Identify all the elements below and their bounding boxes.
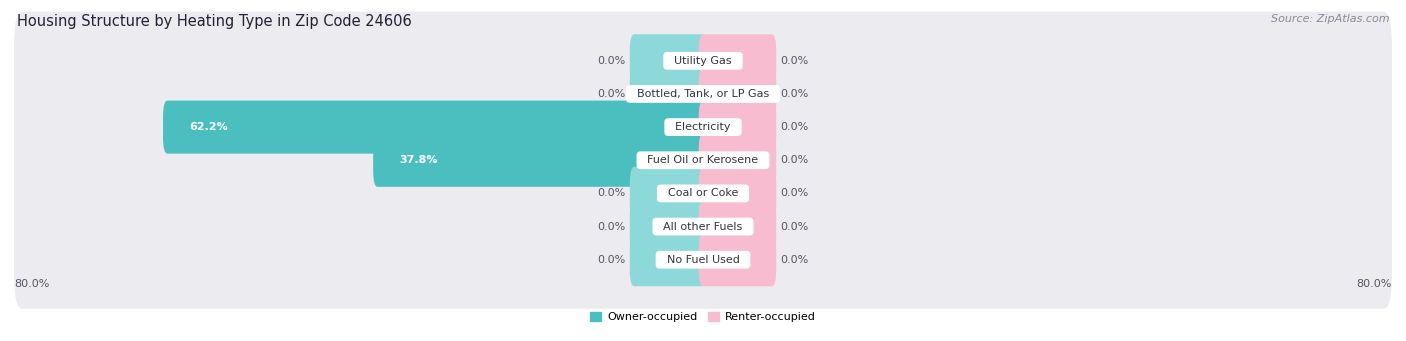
Text: 0.0%: 0.0% (780, 89, 808, 99)
Text: Coal or Coke: Coal or Coke (661, 189, 745, 198)
FancyBboxPatch shape (699, 200, 776, 253)
Text: All other Fuels: All other Fuels (657, 222, 749, 232)
Text: 0.0%: 0.0% (598, 189, 626, 198)
Text: Utility Gas: Utility Gas (668, 56, 738, 66)
Text: 62.2%: 62.2% (188, 122, 228, 132)
Text: 0.0%: 0.0% (598, 255, 626, 265)
FancyBboxPatch shape (14, 78, 1392, 176)
Text: 37.8%: 37.8% (399, 155, 437, 165)
FancyBboxPatch shape (14, 45, 1392, 143)
Text: 0.0%: 0.0% (598, 56, 626, 66)
Text: 0.0%: 0.0% (780, 222, 808, 232)
FancyBboxPatch shape (699, 34, 776, 87)
FancyBboxPatch shape (699, 233, 776, 286)
Text: 0.0%: 0.0% (598, 89, 626, 99)
Text: 0.0%: 0.0% (780, 122, 808, 132)
Text: Bottled, Tank, or LP Gas: Bottled, Tank, or LP Gas (630, 89, 776, 99)
FancyBboxPatch shape (630, 34, 707, 87)
Text: Electricity: Electricity (668, 122, 738, 132)
FancyBboxPatch shape (14, 144, 1392, 242)
FancyBboxPatch shape (630, 167, 707, 220)
Text: 0.0%: 0.0% (598, 222, 626, 232)
Text: Fuel Oil or Kerosene: Fuel Oil or Kerosene (641, 155, 765, 165)
Text: No Fuel Used: No Fuel Used (659, 255, 747, 265)
FancyBboxPatch shape (14, 12, 1392, 110)
Text: 80.0%: 80.0% (1357, 279, 1392, 289)
FancyBboxPatch shape (699, 167, 776, 220)
FancyBboxPatch shape (163, 101, 707, 154)
FancyBboxPatch shape (14, 211, 1392, 309)
Text: 0.0%: 0.0% (780, 155, 808, 165)
FancyBboxPatch shape (373, 134, 707, 187)
Text: 0.0%: 0.0% (780, 255, 808, 265)
FancyBboxPatch shape (630, 233, 707, 286)
FancyBboxPatch shape (699, 134, 776, 187)
FancyBboxPatch shape (630, 68, 707, 120)
FancyBboxPatch shape (699, 68, 776, 120)
Text: Housing Structure by Heating Type in Zip Code 24606: Housing Structure by Heating Type in Zip… (17, 14, 412, 29)
FancyBboxPatch shape (14, 178, 1392, 276)
FancyBboxPatch shape (14, 111, 1392, 209)
FancyBboxPatch shape (699, 101, 776, 154)
Text: 80.0%: 80.0% (14, 279, 49, 289)
FancyBboxPatch shape (630, 200, 707, 253)
Text: Source: ZipAtlas.com: Source: ZipAtlas.com (1271, 14, 1389, 24)
Legend: Owner-occupied, Renter-occupied: Owner-occupied, Renter-occupied (586, 308, 820, 327)
Text: 0.0%: 0.0% (780, 189, 808, 198)
Text: 0.0%: 0.0% (780, 56, 808, 66)
